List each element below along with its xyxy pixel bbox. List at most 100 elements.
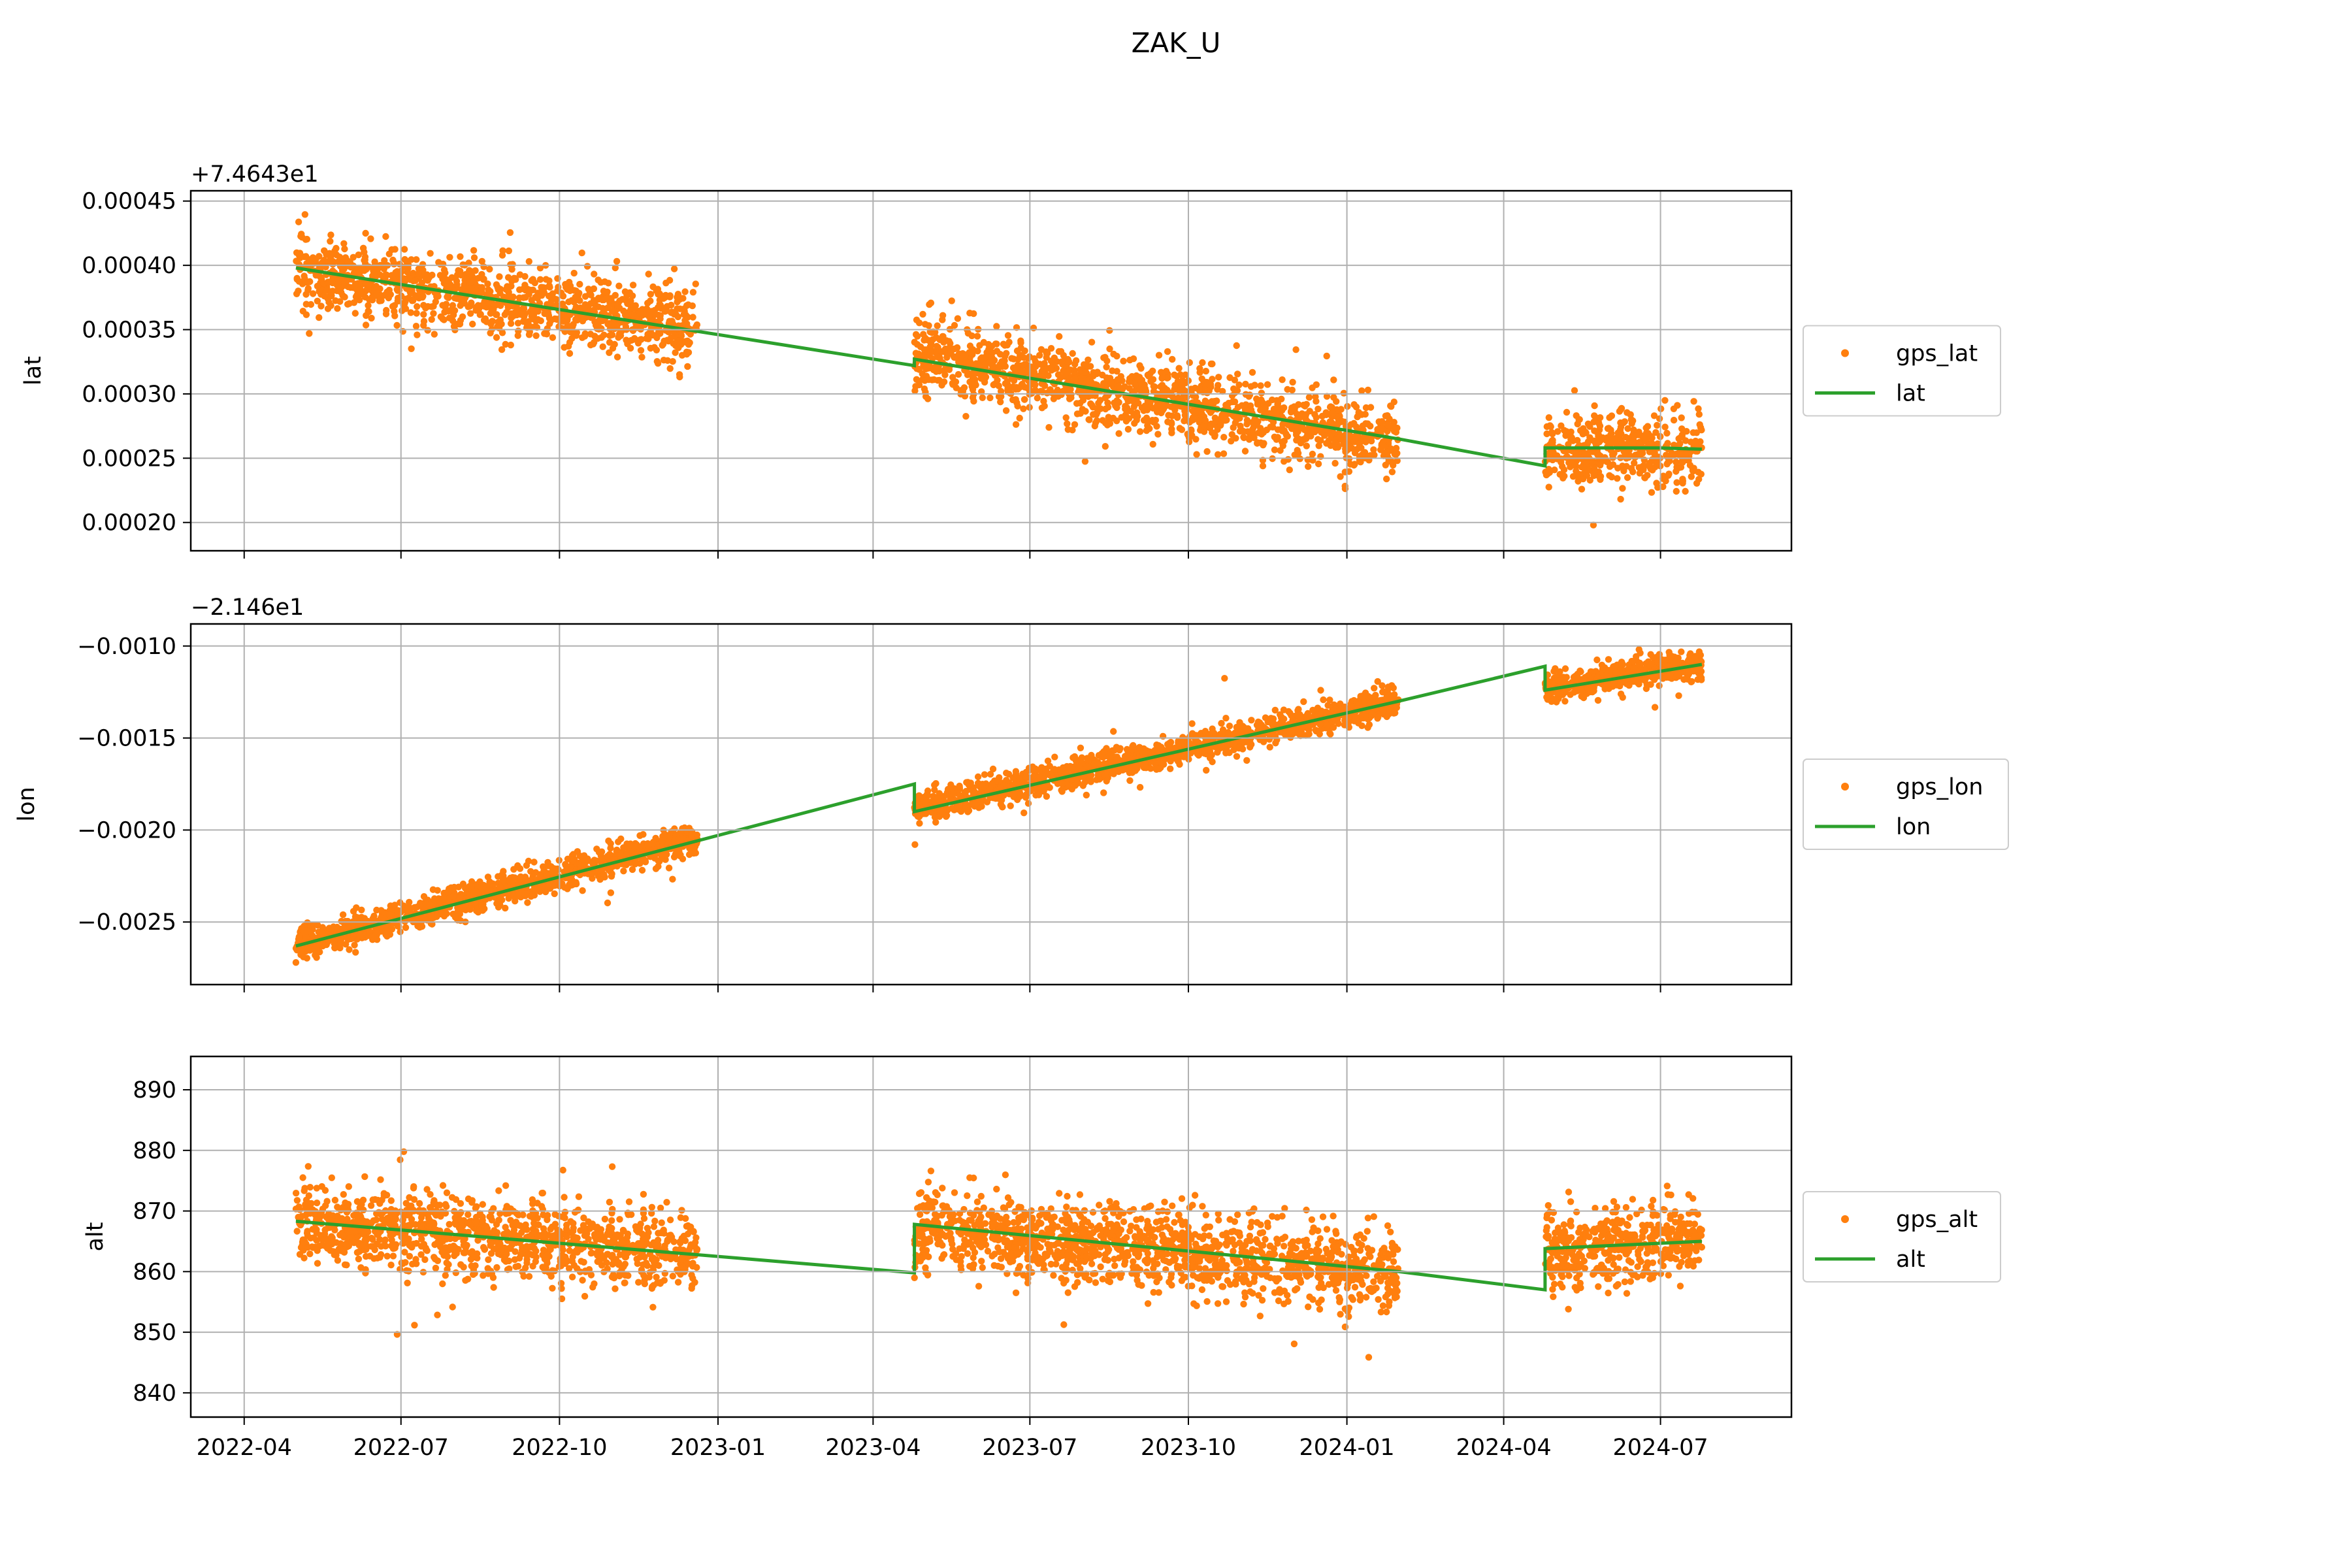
gps-point (1034, 395, 1041, 402)
gps-point (1591, 412, 1598, 419)
gps-point (596, 875, 604, 883)
gps-point (1315, 436, 1322, 443)
gps-point (1560, 466, 1568, 474)
gps-point (1263, 426, 1271, 434)
gps-point (1326, 696, 1333, 704)
figure-title: ZAK_U (1132, 27, 1221, 59)
gps-point (669, 358, 676, 365)
gps-point (595, 319, 602, 327)
gps-point (1222, 401, 1230, 409)
gps-point (1648, 489, 1656, 496)
gps-point (468, 285, 475, 292)
gps-point (470, 254, 478, 261)
gps-point (1102, 394, 1109, 402)
gps-point (926, 362, 934, 369)
gps-point (1690, 465, 1697, 472)
gps-point (1321, 432, 1328, 439)
gps-point (1286, 710, 1294, 717)
gps-point (520, 313, 528, 320)
gps-point (1186, 359, 1194, 367)
gps-point (1054, 386, 1061, 394)
gps-point (1545, 483, 1552, 491)
gps-point (1630, 426, 1637, 434)
gps-point (553, 316, 561, 323)
gps-point (337, 937, 344, 945)
gps-point (1250, 434, 1258, 442)
gps-point (373, 284, 381, 291)
gps-point (318, 302, 325, 310)
gps-point (1573, 412, 1580, 419)
gps-point (1132, 386, 1139, 394)
gps-point (1043, 354, 1050, 361)
gps-point (661, 308, 669, 315)
gps-point (1302, 416, 1310, 423)
gps-point (934, 353, 941, 361)
gps-point (497, 316, 504, 323)
gps-point (515, 327, 522, 335)
gps-point (314, 922, 321, 929)
gps-point (414, 303, 421, 310)
gps-point (1323, 393, 1331, 400)
gps-point (1294, 449, 1302, 457)
gps-point (1173, 414, 1181, 421)
gps-point (1572, 450, 1580, 458)
gps-point (1351, 449, 1359, 457)
gps-point (1579, 475, 1587, 483)
gps-point (391, 312, 399, 319)
gps-point (666, 365, 674, 372)
gps-point (1271, 706, 1279, 714)
gps-point (1069, 350, 1076, 357)
gps-point (1305, 463, 1312, 470)
gps-point (979, 394, 987, 401)
gps-point (1331, 459, 1339, 467)
gps-point (306, 278, 313, 286)
gps-point (948, 297, 955, 304)
gps-point (437, 313, 444, 320)
gps-point (418, 923, 426, 930)
gps-point (587, 291, 595, 299)
gps-point (670, 853, 678, 861)
gps-point (645, 270, 652, 278)
gps-point (295, 278, 302, 285)
gps-point (1240, 433, 1247, 441)
gps-point (590, 285, 598, 293)
gps-point (1644, 472, 1651, 479)
gps-point (1201, 417, 1209, 424)
gps-point (1102, 353, 1109, 361)
gps-point (1066, 358, 1073, 366)
gps-point (1370, 446, 1377, 453)
gps-point (1664, 459, 1671, 466)
gps-point (300, 953, 307, 960)
gps-point (676, 371, 683, 378)
gps-point (1115, 430, 1122, 437)
gps-point (416, 915, 423, 923)
gps-point (1214, 451, 1222, 458)
gps-point (542, 276, 549, 283)
gps-point (930, 376, 938, 384)
gps-point (1670, 416, 1678, 424)
gps-point (476, 311, 483, 318)
gps-point (990, 381, 997, 389)
gps-point (684, 337, 691, 344)
gps-point (443, 283, 450, 290)
gps-point (1303, 434, 1310, 441)
gps-point (391, 902, 399, 909)
gps-point (432, 298, 439, 306)
gps-point (655, 291, 662, 298)
gps-point (628, 336, 635, 344)
gps-point (1328, 419, 1335, 426)
gps-point (1060, 351, 1068, 359)
gps-point (1251, 419, 1258, 427)
gps-point (1243, 417, 1251, 424)
gps-point (302, 933, 310, 940)
gps-point (539, 883, 547, 890)
gps-point (1209, 360, 1216, 368)
gps-point (1047, 345, 1055, 352)
gps-point (659, 852, 666, 859)
gps-point (579, 334, 586, 341)
gps-point (434, 887, 441, 894)
gps-point (1606, 414, 1613, 421)
gps-point (1123, 395, 1131, 402)
gps-point (1168, 419, 1175, 426)
gps-point (570, 880, 578, 888)
